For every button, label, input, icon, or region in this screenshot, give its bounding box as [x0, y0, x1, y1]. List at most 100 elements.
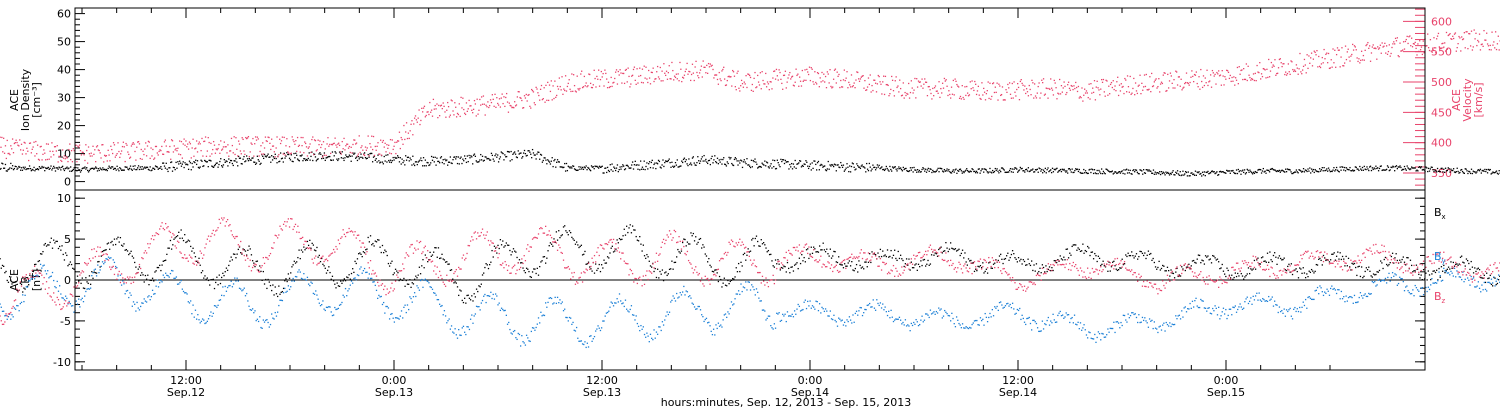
data-point [907, 170, 909, 172]
data-point [986, 171, 988, 173]
data-point [1029, 88, 1031, 91]
data-point [61, 149, 64, 151]
data-point [22, 149, 24, 151]
data-point [1248, 74, 1250, 76]
data-point [1225, 78, 1227, 80]
data-point [808, 165, 811, 168]
data-point [631, 161, 634, 163]
data-point [1036, 168, 1038, 170]
data-point [741, 83, 744, 85]
data-point [137, 167, 139, 169]
data-point [679, 61, 681, 64]
data-point [1225, 172, 1227, 174]
data-point [218, 163, 220, 166]
data-point [1173, 79, 1175, 81]
data-point [947, 170, 949, 172]
data-point [816, 162, 819, 164]
top-right-tick-label: 450 [1431, 106, 1452, 119]
data-point [1233, 171, 1235, 174]
data-point [187, 143, 189, 145]
data-point [1282, 63, 1284, 65]
data-point [299, 151, 301, 153]
data-point [562, 166, 564, 169]
data-point [931, 98, 933, 100]
data-point [1104, 95, 1106, 97]
data-point [499, 156, 502, 158]
data-point [895, 76, 897, 78]
data-point [112, 142, 115, 144]
data-point [155, 165, 158, 168]
data-point [1014, 167, 1016, 169]
data-point [990, 171, 992, 173]
data-point [1307, 168, 1309, 170]
data-point [127, 168, 129, 170]
data-point [644, 168, 646, 171]
data-point [155, 145, 158, 148]
data-point [857, 78, 860, 80]
data-point [340, 153, 343, 155]
data-point [947, 94, 949, 97]
data-point [1355, 49, 1357, 51]
data-point [636, 164, 638, 166]
data-point [484, 156, 486, 158]
data-point [237, 155, 239, 157]
data-point [246, 158, 249, 160]
data-point [1466, 170, 1468, 172]
data-point [31, 148, 33, 150]
data-point [379, 162, 381, 164]
data-point [11, 148, 13, 150]
data-point [1072, 88, 1074, 91]
data-point [1100, 88, 1102, 90]
data-point [77, 167, 79, 169]
data-point [793, 85, 795, 87]
data-point [97, 149, 100, 151]
data-point [83, 167, 85, 169]
data-point [911, 167, 913, 169]
data-point [791, 75, 794, 77]
data-point [584, 85, 586, 87]
data-point [329, 152, 332, 155]
data-point [1247, 65, 1249, 67]
data-point [120, 153, 122, 155]
data-point [733, 158, 736, 161]
data-point [420, 119, 422, 122]
data-point [1062, 169, 1064, 171]
data-point [1468, 32, 1470, 35]
data-point [1328, 67, 1331, 70]
data-point [849, 86, 852, 88]
data-point [1369, 166, 1371, 168]
data-point [760, 88, 762, 90]
data-point [296, 136, 299, 139]
data-point [1092, 169, 1094, 171]
data-point [1241, 170, 1243, 172]
data-point [296, 154, 298, 156]
data-point [408, 137, 410, 140]
data-point [652, 67, 654, 69]
data-point [71, 161, 74, 163]
data-point [841, 86, 844, 88]
data-point [45, 143, 48, 145]
data-point [821, 71, 823, 74]
data-point [290, 154, 292, 156]
data-point [1135, 90, 1138, 92]
data-point [1206, 171, 1208, 174]
data-point [1039, 168, 1041, 170]
data-point [1330, 59, 1332, 61]
data-point [1371, 167, 1373, 169]
data-point [1461, 168, 1463, 171]
data-point [480, 104, 482, 106]
data-point [710, 157, 712, 160]
data-point [2, 163, 4, 165]
data-point [1355, 166, 1357, 169]
data-point [832, 165, 835, 168]
data-point [893, 95, 896, 97]
data-point [528, 93, 530, 96]
data-point [838, 166, 840, 168]
data-point [546, 99, 548, 101]
data-point [1285, 168, 1287, 170]
data-point [637, 82, 639, 84]
data-point [558, 161, 561, 163]
data-point [529, 105, 531, 108]
data-point [1475, 172, 1477, 174]
data-point [572, 165, 575, 167]
